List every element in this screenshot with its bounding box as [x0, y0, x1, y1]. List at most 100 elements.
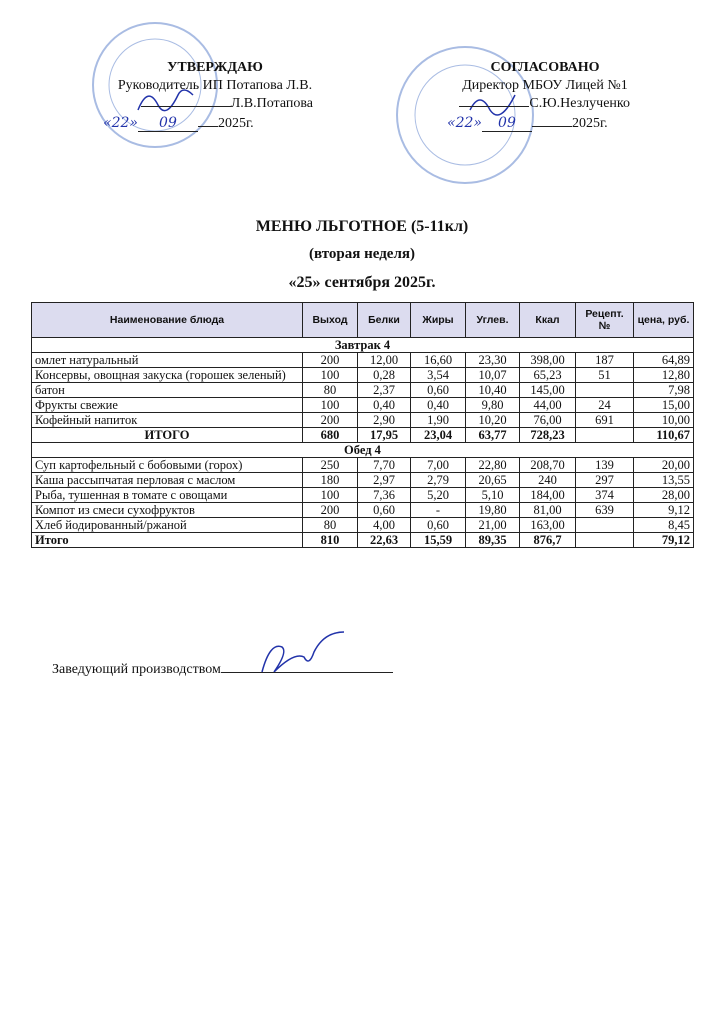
cell: 76,00	[519, 412, 576, 428]
stamp	[396, 46, 534, 184]
signer-title: Заведующий производством	[52, 662, 221, 677]
cell: 79,12	[633, 532, 694, 548]
footer: Заведующий производством	[52, 662, 393, 678]
cell: Фрукты свежие	[31, 397, 303, 413]
cell: 10,00	[633, 412, 694, 428]
menu-row: Фрукты свежие 100 0,40 0,40 9,80 44,00 24 15,00	[31, 397, 694, 413]
cell: 22,80	[465, 457, 520, 473]
section-row: Обед 4	[31, 442, 694, 458]
menu-table: Наименование блюда Выход Белки Жиры Углев. Кк…	[31, 302, 694, 548]
cell: 180	[302, 472, 358, 488]
cell: 28,00	[633, 487, 694, 503]
cell: 691	[575, 412, 634, 428]
cell: 7,70	[357, 457, 411, 473]
section-row: Завтрак 4	[31, 337, 694, 353]
total-row: ИТОГО 680 17,95 23,04 63,77 728,23 110,67	[31, 427, 694, 443]
signature	[261, 631, 345, 673]
cell: 297	[575, 472, 634, 488]
menu-row: Суп картофельный с бобовыми (горох) 250 7,…	[31, 457, 694, 473]
cell: 100	[302, 367, 358, 383]
cell: 15,59	[410, 532, 466, 548]
menu-row: Компот из смеси сухофруктов 200 0,60-19,80…	[31, 502, 694, 518]
cell: 22,63	[357, 532, 411, 548]
cell: Хлеб йодированный/ржаной	[31, 517, 303, 533]
cell	[575, 517, 634, 533]
approve-line: Руководитель ИП Потапова Л.В.	[117, 78, 313, 93]
cell: 12,00	[357, 352, 411, 368]
approve-date: «22» 09 2025г.	[103, 115, 254, 132]
cell: 15,00	[633, 397, 694, 413]
menu-row: Консервы, овощная закуска (горошек зелен…	[31, 367, 694, 383]
approve-title: СОГЛАСОВАНО	[490, 60, 600, 75]
cell: 100	[302, 487, 358, 503]
cell: 21,00	[465, 517, 520, 533]
cell: 163,00	[519, 517, 576, 533]
cell: 10,40	[465, 382, 520, 398]
menu-title: МЕНЮ ЛЬГОТНОЕ (5-11кл)	[255, 218, 469, 235]
cell: 80	[302, 382, 358, 398]
cell: 0,28	[357, 367, 411, 383]
signature	[137, 89, 194, 112]
cell: 13,55	[633, 472, 694, 488]
cell: -	[410, 502, 466, 518]
approve-name: Л.В.Потапова	[230, 96, 313, 111]
cell: 20,00	[633, 457, 694, 473]
cell: омлет натуральный	[31, 352, 303, 368]
cell: 7,00	[410, 457, 466, 473]
cell: 63,77	[465, 427, 520, 443]
cell: 3,54	[410, 367, 466, 383]
cell: 19,80	[465, 502, 520, 518]
cell: 9,12	[633, 502, 694, 518]
cell: 184,00	[519, 487, 576, 503]
cell: 240	[519, 472, 576, 488]
cell: 65,23	[519, 367, 576, 383]
month: 09	[481, 115, 532, 132]
cell: 5,10	[465, 487, 520, 503]
cell: 1,90	[410, 412, 466, 428]
menu-row: Рыба, тушенная в томате с овощами 100 7,36…	[31, 487, 694, 503]
day: «22»	[447, 115, 482, 131]
cell: 16,60	[410, 352, 466, 368]
approve-line: С.Ю.Незлученко	[440, 96, 630, 112]
stamp	[92, 22, 218, 148]
header-cell: Выход	[302, 302, 358, 338]
total-row: Итого 810 22,63 15,59 89,35 876,7 79,12	[31, 532, 694, 548]
cell	[575, 532, 634, 548]
cell: Суп картофельный с бобовыми (горох)	[31, 457, 303, 473]
table-body: Завтрак 4 омлет натуральный 200 12,00 16,60 2…	[31, 337, 694, 548]
cell: 2,97	[357, 472, 411, 488]
cell: 0,60	[410, 382, 466, 398]
approve-line: Директор МБОУ Лицей №1	[462, 78, 628, 93]
approve-date: «22» 09 2025г.	[447, 115, 608, 132]
cell: 5,20	[410, 487, 466, 503]
cell: 17,95	[357, 427, 411, 443]
menu-row: Кофейный напиток 200 2,90 1,90 10,20 76,00 691…	[31, 412, 694, 428]
cell: 12,80	[633, 367, 694, 383]
cell: 10,20	[465, 412, 520, 428]
cell: 200	[302, 412, 358, 428]
cell: 810	[302, 532, 358, 548]
cell: 200	[302, 502, 358, 518]
header-cell: Ккал	[519, 302, 576, 338]
approve-name: С.Ю.Незлученко	[529, 96, 630, 111]
cell: батон	[31, 382, 303, 398]
menu-row: омлет натуральный 200 12,00 16,60 23,30 398,0…	[31, 352, 694, 368]
cell: 44,00	[519, 397, 576, 413]
cell: 145,00	[519, 382, 576, 398]
cell: Кофейный напиток	[31, 412, 303, 428]
cell: Рыба, тушенная в томате с овощами	[31, 487, 303, 503]
cell: 2,79	[410, 472, 466, 488]
cell	[575, 427, 634, 443]
month: 09	[137, 115, 198, 132]
cell: 80	[302, 517, 358, 533]
header-cell: Углев.	[465, 302, 520, 338]
cell: Консервы, овощная закуска (горошек зелен…	[31, 367, 303, 383]
cell: 374	[575, 487, 634, 503]
cell: 110,67	[633, 427, 694, 443]
day: «22»	[103, 115, 138, 131]
approve-line: Л.В.Потапова	[103, 96, 333, 112]
cell: 20,65	[465, 472, 520, 488]
menu-row: батон 80 2,37 0,60 10,40 145,00 7,98	[31, 382, 694, 398]
